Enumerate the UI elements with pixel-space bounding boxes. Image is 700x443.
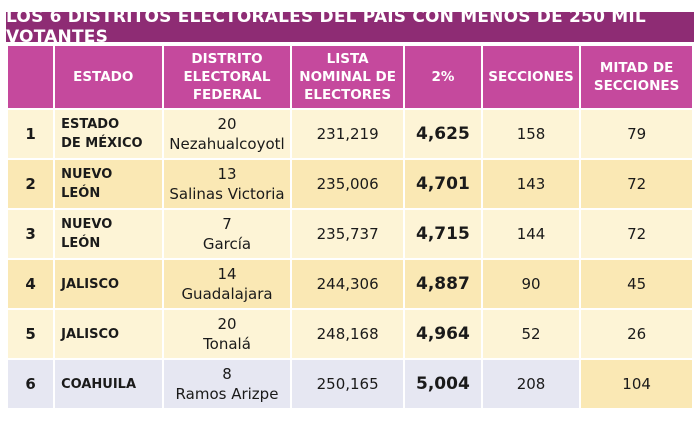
row-mitad: 72 xyxy=(581,210,692,258)
row-estado: ESTADO DE MÉXICO xyxy=(55,110,162,158)
row-secciones: 143 xyxy=(482,160,580,208)
row-lista: 231,219 xyxy=(292,110,403,158)
row-estado: NUEVO LEÓN xyxy=(55,210,162,258)
row-pct: 5,004 xyxy=(404,360,481,408)
row-distrito: 20 Nezahualcoyotl xyxy=(163,110,291,158)
row-distrito: 13 Salinas Victoria xyxy=(163,160,291,208)
row-lista: 244,306 xyxy=(292,260,403,308)
table-row: 6 COAHUILA 8 Ramos Arizpe 250,165 5,004 2… xyxy=(8,360,692,408)
row-mitad: 45 xyxy=(581,260,692,308)
table-row: 3 NUEVO LEÓN 7 García 235,737 4,715 144 72 xyxy=(8,210,692,258)
row-pct: 4,887 xyxy=(404,260,481,308)
row-pct: 4,964 xyxy=(404,310,481,358)
header-distrito: DISTRITO ELECTORAL FEDERAL xyxy=(163,46,291,108)
row-number: 1 xyxy=(8,110,54,158)
row-estado: COAHUILA xyxy=(55,360,162,408)
row-secciones: 90 xyxy=(482,260,580,308)
header-lista: LISTA NOMINAL DE ELECTORES xyxy=(292,46,403,108)
row-estado: JALISCO xyxy=(55,260,162,308)
table-row: 1 ESTADO DE MÉXICO 20 Nezahualcoyotl 231,2… xyxy=(8,110,692,158)
row-pct: 4,625 xyxy=(404,110,481,158)
row-mitad: 104 xyxy=(581,360,692,408)
table-title: LOS 6 DISTRITOS ELECTORALES DEL PAÍS CON… xyxy=(6,7,694,47)
row-lista: 250,165 xyxy=(292,360,403,408)
row-distrito: 20 Tonalá xyxy=(163,310,291,358)
row-number: 3 xyxy=(8,210,54,258)
row-estado: JALISCO xyxy=(55,310,162,358)
row-secciones: 52 xyxy=(482,310,580,358)
header-num xyxy=(8,46,54,108)
row-lista: 235,006 xyxy=(292,160,403,208)
row-distrito: 8 Ramos Arizpe xyxy=(163,360,291,408)
header-pct: 2% xyxy=(404,46,481,108)
header-mitad: MITAD DE SECCIONES xyxy=(581,46,692,108)
row-distrito: 14 Guadalajara xyxy=(163,260,291,308)
row-number: 6 xyxy=(8,360,54,408)
row-pct: 4,715 xyxy=(404,210,481,258)
row-pct: 4,701 xyxy=(404,160,481,208)
row-mitad: 26 xyxy=(581,310,692,358)
districts-table: ESTADO DISTRITO ELECTORAL FEDERAL LISTA NOM… xyxy=(6,44,694,410)
row-estado: NUEVO LEÓN xyxy=(55,160,162,208)
table-row: 5 JALISCO 20 Tonalá 248,168 4,964 52 26 xyxy=(8,310,692,358)
row-secciones: 158 xyxy=(482,110,580,158)
row-distrito: 7 García xyxy=(163,210,291,258)
row-mitad: 79 xyxy=(581,110,692,158)
row-secciones: 208 xyxy=(482,360,580,408)
row-secciones: 144 xyxy=(482,210,580,258)
row-number: 2 xyxy=(8,160,54,208)
table-row: 4 JALISCO 14 Guadalajara 244,306 4,887 90… xyxy=(8,260,692,308)
header-row: ESTADO DISTRITO ELECTORAL FEDERAL LISTA NOM… xyxy=(8,46,692,108)
row-lista: 235,737 xyxy=(292,210,403,258)
header-secciones: SECCIONES xyxy=(482,46,580,108)
row-number: 5 xyxy=(8,310,54,358)
row-lista: 248,168 xyxy=(292,310,403,358)
row-mitad: 72 xyxy=(581,160,692,208)
row-number: 4 xyxy=(8,260,54,308)
table-row: 2 NUEVO LEÓN 13 Salinas Victoria 235,006 4… xyxy=(8,160,692,208)
header-estado: ESTADO xyxy=(55,46,162,108)
